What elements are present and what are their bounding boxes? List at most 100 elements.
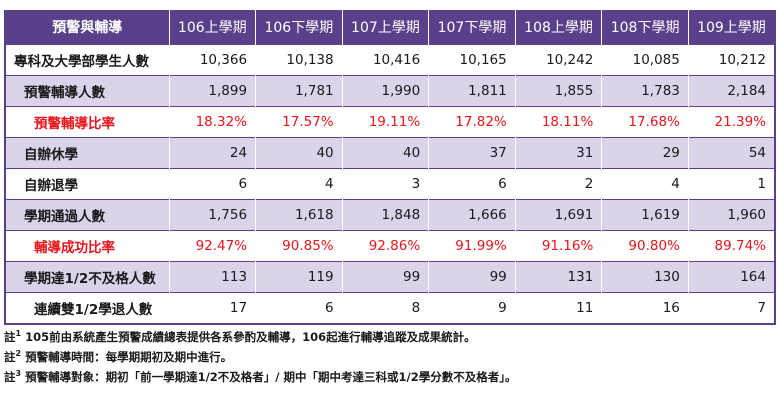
- footnote-text: 預警輔導對象：期初「前一學期達1/2不及格者」/ 期中「期中考達三科或1/2學分…: [21, 370, 517, 384]
- table-cell: 6: [168, 168, 256, 200]
- table-cell: 29: [601, 137, 689, 169]
- table-cell: 21.39%: [687, 106, 775, 138]
- table-cell: 1,855: [514, 75, 602, 107]
- table-cell: 119: [255, 261, 343, 293]
- table-cell: 1,811: [428, 75, 516, 107]
- footnote-prefix: 註: [4, 370, 16, 384]
- table-cell: 90.80%: [601, 230, 689, 262]
- table-cell: 1,756: [168, 199, 256, 231]
- table-row: 自辦退學 6 4 3 6 2 4 1: [5, 168, 775, 200]
- table-cell: 2,184: [687, 75, 775, 107]
- table-cell: 17.68%: [601, 106, 689, 138]
- table-cell: 1,990: [341, 75, 429, 107]
- table-cell: 91.16%: [514, 230, 602, 262]
- header-category: 預警與輔導: [5, 10, 169, 45]
- table-cell: 17.82%: [428, 106, 516, 138]
- header-row: 預警與輔導 106上學期 106下學期 107上學期 107下學期 108上學期…: [5, 10, 775, 45]
- table-cell: 1,619: [601, 199, 689, 231]
- table-cell: 37: [428, 137, 516, 169]
- table-row: 連續雙1/2學退人數 17 6 8 9 11 16 7: [5, 292, 775, 324]
- table-cell: 18.11%: [514, 106, 602, 138]
- table-row: 預警輔導人數 1,899 1,781 1,990 1,811 1,855 1,7…: [5, 75, 775, 107]
- table-cell: 18.32%: [168, 106, 256, 138]
- table-cell: 1,781: [255, 75, 343, 107]
- table-cell: 89.74%: [687, 230, 775, 262]
- header-108-1: 108上學期: [514, 10, 602, 45]
- table-cell: 10,366: [168, 44, 256, 76]
- table-cell: 1,899: [168, 75, 256, 107]
- row-label: 學期通過人數: [5, 199, 169, 231]
- table-cell: 54: [687, 137, 775, 169]
- table-row: 專科及大學部學生人數 10,366 10,138 10,416 10,165 1…: [5, 44, 775, 76]
- table-cell: 1,691: [514, 199, 602, 231]
- header-106-1: 106上學期: [168, 10, 256, 45]
- header-108-2: 108下學期: [601, 10, 689, 45]
- row-label: 學期達1/2不及格人數: [5, 261, 169, 293]
- table-cell: 92.47%: [168, 230, 256, 262]
- footnote-text: 預警輔導時間：每學期期初及期中進行。: [21, 350, 233, 364]
- row-label: 自辦休學: [5, 137, 169, 169]
- table-cell: 10,138: [255, 44, 343, 76]
- table-row: 自辦休學 24 40 40 37 31 29 54: [5, 137, 775, 169]
- warning-counseling-table: 預警與輔導 106上學期 106下學期 107上學期 107下學期 108上學期…: [4, 10, 776, 325]
- table-cell: 164: [687, 261, 775, 293]
- footnote-number: 3: [15, 369, 22, 378]
- footnote-number: 1: [15, 329, 22, 338]
- footnote-text: 105前由系統產生預警成績總表提供各系參酌及輔導，106起進行輔導追蹤及成果統計…: [21, 330, 476, 344]
- table-cell: 1,848: [341, 199, 429, 231]
- table-cell: 1,783: [601, 75, 689, 107]
- table-cell: 10,242: [514, 44, 602, 76]
- table-cell: 1,666: [428, 199, 516, 231]
- table-cell: 7: [687, 292, 775, 324]
- table-cell: 8: [341, 292, 429, 324]
- table-cell: 1: [687, 168, 775, 200]
- row-label: 輔導成功比率: [5, 230, 169, 262]
- table-cell: 6: [255, 292, 343, 324]
- table-cell: 11: [514, 292, 602, 324]
- table-cell: 10,416: [341, 44, 429, 76]
- table-cell: 113: [168, 261, 256, 293]
- header-107-2: 107下學期: [428, 10, 516, 45]
- table-cell: 17: [168, 292, 256, 324]
- footnote-number: 2: [15, 349, 22, 358]
- table-cell: 99: [341, 261, 429, 293]
- row-label: 專科及大學部學生人數: [5, 44, 169, 76]
- row-label: 自辦退學: [5, 168, 169, 200]
- table-cell: 17.57%: [255, 106, 343, 138]
- footnote-prefix: 註: [4, 350, 16, 364]
- header-109-1: 109上學期: [687, 10, 775, 45]
- table-row: 預警輔導比率 18.32% 17.57% 19.11% 17.82% 18.11…: [5, 106, 775, 138]
- table-cell: 9: [428, 292, 516, 324]
- table-cell: 40: [341, 137, 429, 169]
- table-cell: 24: [168, 137, 256, 169]
- table-cell: 2: [514, 168, 602, 200]
- table-cell: 131: [514, 261, 602, 293]
- table-cell: 31: [514, 137, 602, 169]
- row-label: 預警輔導人數: [5, 75, 169, 107]
- table-cell: 3: [341, 168, 429, 200]
- table-cell: 19.11%: [341, 106, 429, 138]
- table-cell: 130: [601, 261, 689, 293]
- header-107-1: 107上學期: [341, 10, 429, 45]
- table-row: 學期通過人數 1,756 1,618 1,848 1,666 1,691 1,6…: [5, 199, 775, 231]
- table-cell: 99: [428, 261, 516, 293]
- footnote: 註1 105前由系統產生預警成績總表提供各系參酌及輔導，106起進行輔導追蹤及成…: [4, 327, 516, 347]
- table-row: 學期達1/2不及格人數 113 119 99 99 131 130 164: [5, 261, 775, 293]
- table-cell: 10,212: [687, 44, 775, 76]
- table-cell: 10,085: [601, 44, 689, 76]
- table-row: 輔導成功比率 92.47% 90.85% 92.86% 91.99% 91.16…: [5, 230, 775, 262]
- footnote-prefix: 註: [4, 330, 16, 344]
- table-cell: 92.86%: [341, 230, 429, 262]
- table-cell: 16: [601, 292, 689, 324]
- table-cell: 1,618: [255, 199, 343, 231]
- table-cell: 91.99%: [428, 230, 516, 262]
- table-cell: 1,960: [687, 199, 775, 231]
- table-cell: 90.85%: [255, 230, 343, 262]
- table-cell: 40: [255, 137, 343, 169]
- header-106-2: 106下學期: [255, 10, 343, 45]
- table-cell: 10,165: [428, 44, 516, 76]
- footnote: 註3 預警輔導對象：期初「前一學期達1/2不及格者」/ 期中「期中考達三科或1/…: [4, 367, 516, 387]
- row-label: 連續雙1/2學退人數: [5, 292, 169, 324]
- table-cell: 6: [428, 168, 516, 200]
